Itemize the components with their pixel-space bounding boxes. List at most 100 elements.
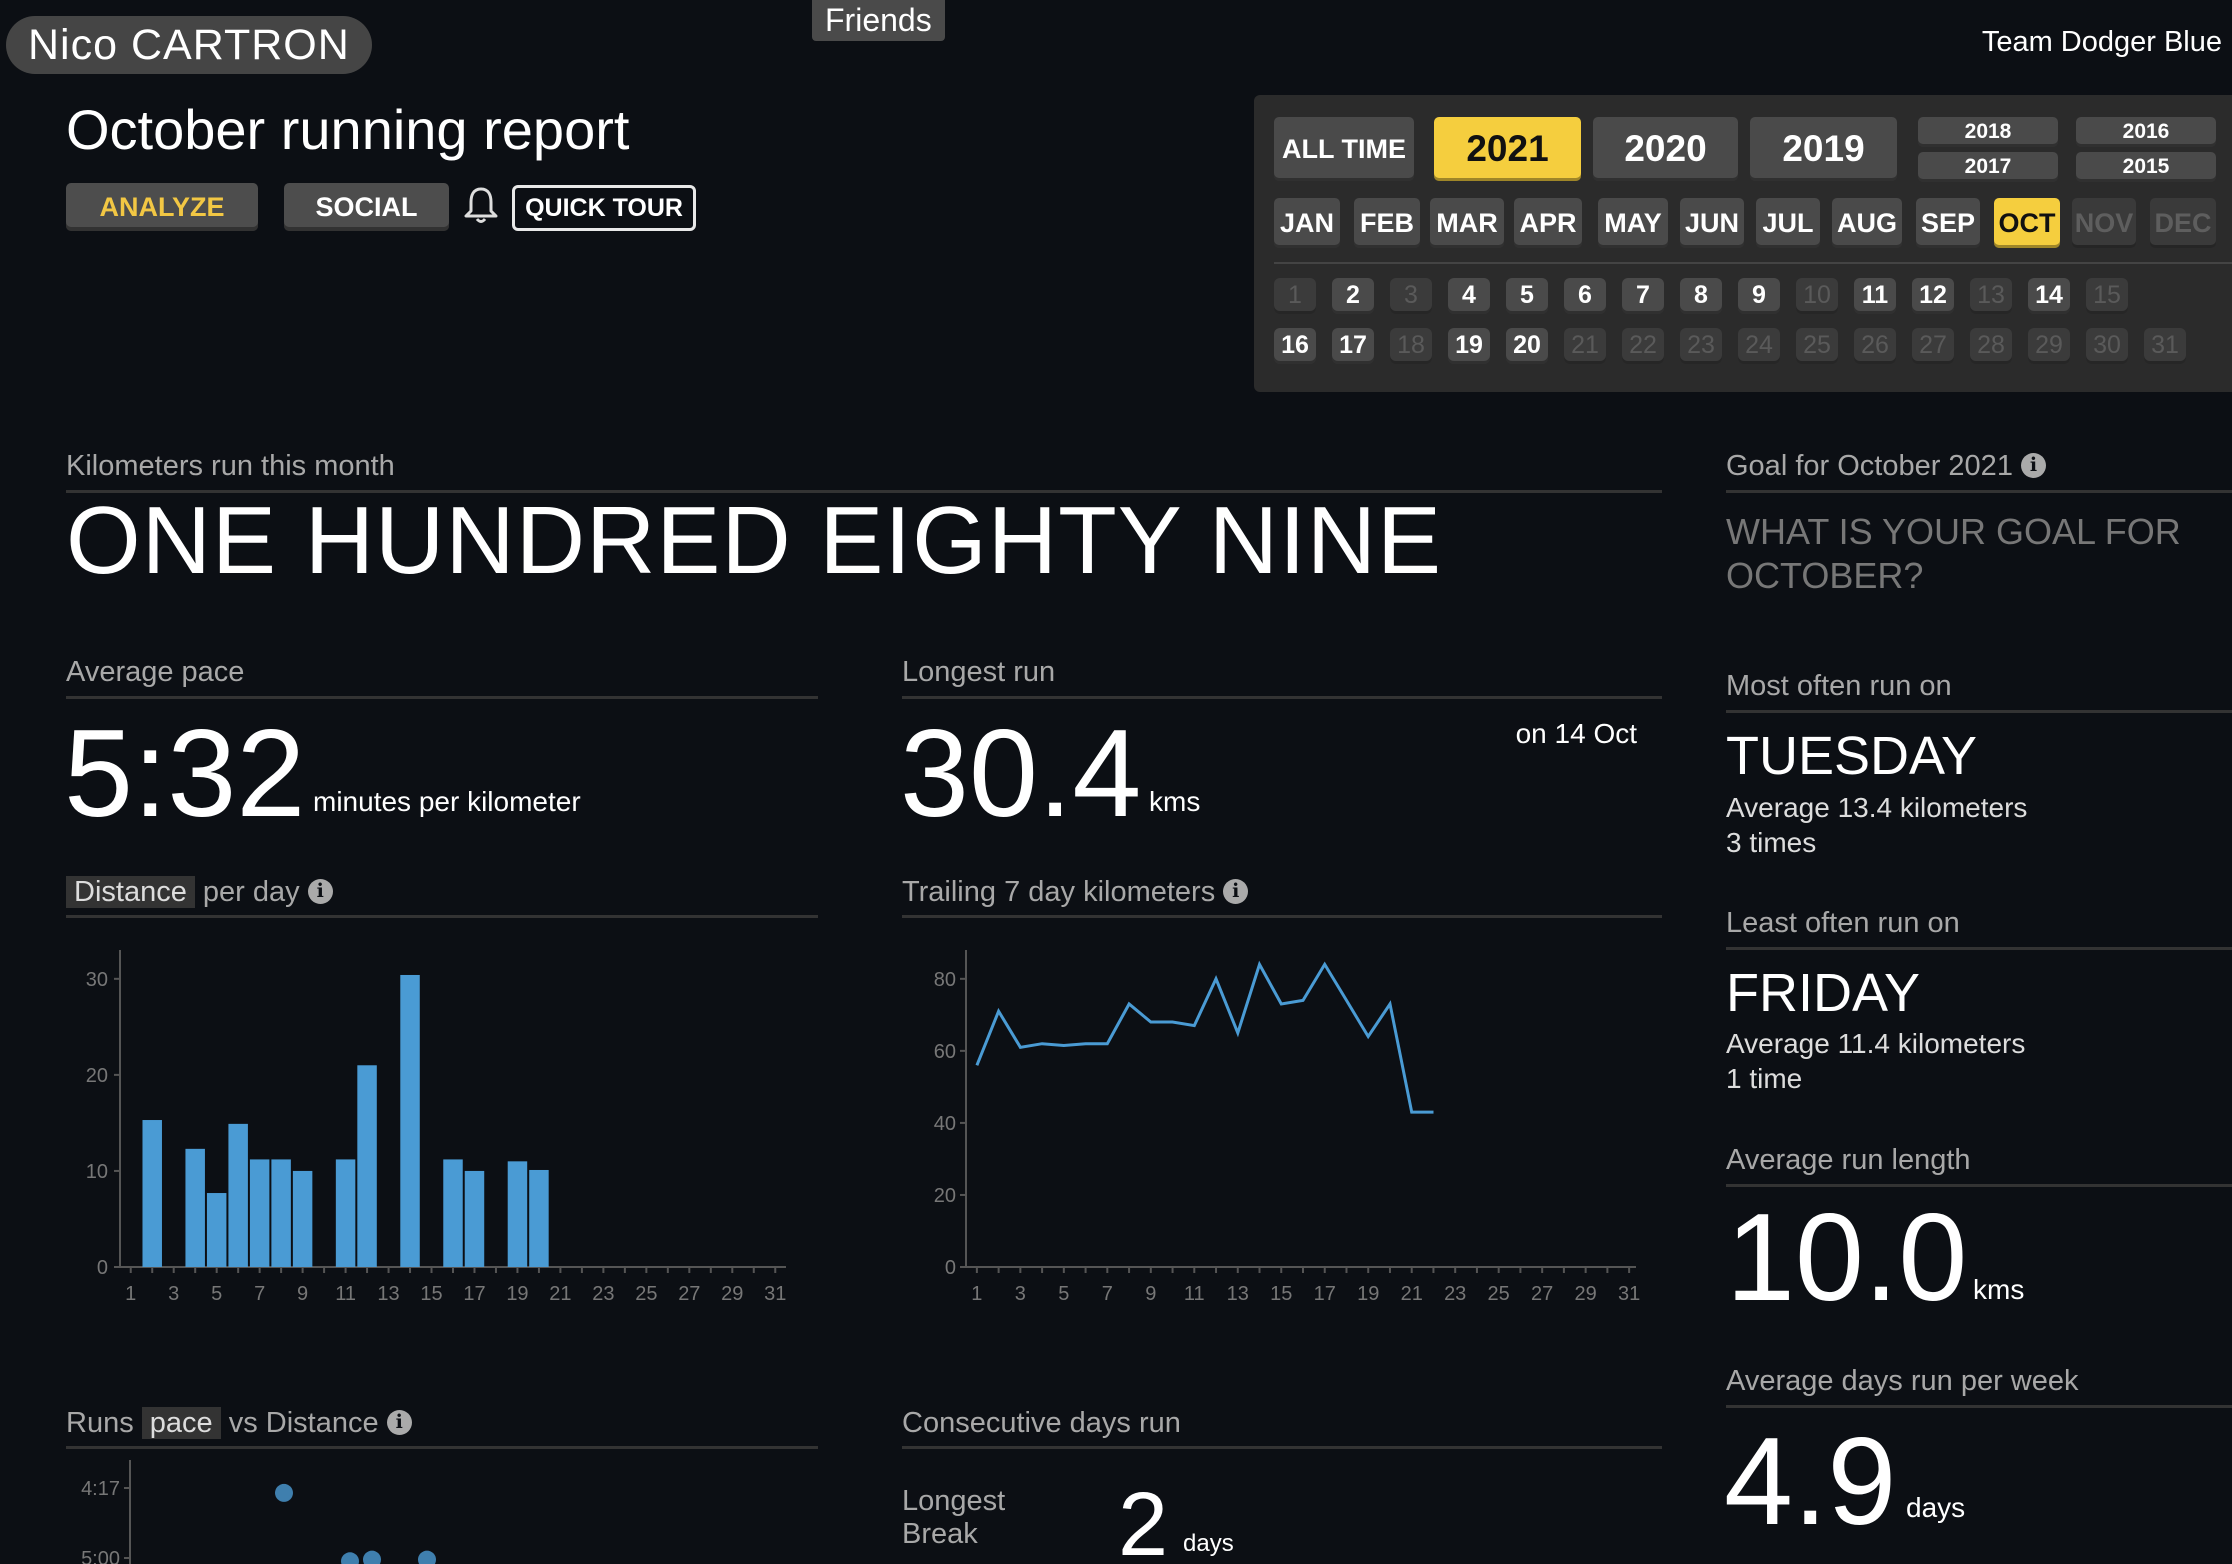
bar-day-8 (271, 1159, 291, 1267)
day-button-18[interactable]: 18 (1390, 328, 1432, 364)
longest-run-rule (902, 696, 1662, 699)
year-button-2018[interactable]: 2018 (1918, 117, 2058, 147)
distance-info-icon[interactable]: i (307, 879, 333, 904)
y-tick-label: 40 (934, 1113, 956, 1135)
day-button-27[interactable]: 27 (1912, 328, 1954, 364)
bar-day-9 (292, 1170, 313, 1267)
distance-chart-label: Distance per day i (66, 876, 333, 909)
least-often-average: Average 11.4 kilometers (1726, 1028, 2026, 1059)
day-button-28[interactable]: 28 (1970, 328, 2012, 364)
month-button-nov[interactable]: NOV (2072, 198, 2136, 248)
user-name-pill[interactable]: Nico CARTRON (6, 16, 372, 74)
year-button-2015[interactable]: 2015 (2076, 152, 2216, 182)
kilometers-rule (66, 490, 1662, 493)
day-button-4[interactable]: 4 (1448, 278, 1490, 314)
day-button-12[interactable]: 12 (1912, 278, 1954, 314)
pace-chart-suffix: vs Distance (228, 1407, 379, 1439)
day-button-30[interactable]: 30 (2086, 328, 2128, 364)
day-button-13[interactable]: 13 (1970, 278, 2012, 314)
longest-run-value: 30.4 (900, 705, 1142, 843)
y-tick-label: 4:17 (81, 1478, 120, 1500)
most-often-label: Most often run on (1726, 670, 1952, 702)
bell-icon[interactable] (462, 185, 500, 225)
month-button-jul[interactable]: JUL (1756, 198, 1820, 248)
year-button-2016[interactable]: 2016 (2076, 117, 2216, 147)
goal-label-text: Goal for October 2021 (1726, 450, 2013, 482)
x-tick-label: 9 (297, 1283, 308, 1305)
x-tick-label: 29 (1575, 1283, 1597, 1305)
month-button-apr[interactable]: APR (1514, 198, 1582, 248)
distance-metric-toggle[interactable]: Distance (66, 876, 195, 908)
year-button-2021[interactable]: 2021 (1434, 117, 1581, 181)
day-button-25[interactable]: 25 (1796, 328, 1838, 364)
bar-day-4 (185, 1148, 205, 1267)
day-button-7[interactable]: 7 (1622, 278, 1664, 314)
day-button-3[interactable]: 3 (1390, 278, 1432, 314)
x-tick-label: 21 (1401, 1283, 1423, 1305)
day-button-17[interactable]: 17 (1332, 328, 1374, 364)
most-often-rule (1726, 710, 2232, 713)
day-button-21[interactable]: 21 (1564, 328, 1606, 364)
longest-break-value: 2 (1118, 1475, 1169, 1564)
quick-tour-button[interactable]: QUICK TOUR (512, 185, 696, 231)
year-button-2017[interactable]: 2017 (1918, 152, 2058, 182)
day-button-1[interactable]: 1 (1274, 278, 1316, 314)
day-button-8[interactable]: 8 (1680, 278, 1722, 314)
month-button-feb[interactable]: FEB (1354, 198, 1420, 248)
bar-day-16 (443, 1159, 463, 1267)
day-button-31[interactable]: 31 (2144, 328, 2186, 364)
trailing-info-icon[interactable]: i (1223, 879, 1249, 904)
avg-days-week-value: 4.9 (1724, 1413, 1897, 1551)
month-button-jan[interactable]: JAN (1274, 198, 1340, 248)
month-button-sep[interactable]: SEP (1916, 198, 1980, 248)
x-tick-label: 1 (971, 1283, 982, 1305)
average-pace-unit: minutes per kilometer (313, 786, 581, 817)
day-button-24[interactable]: 24 (1738, 328, 1780, 364)
most-often-average: Average 13.4 kilometers (1726, 792, 2028, 823)
least-often-day: FRIDAY (1726, 963, 1921, 1023)
team-label[interactable]: Team Dodger Blue (1981, 26, 2222, 58)
day-button-15[interactable]: 15 (2086, 278, 2128, 314)
goal-prompt[interactable]: WHAT IS YOUR GOAL FOR OCTOBER? (1726, 511, 2181, 596)
day-button-2[interactable]: 2 (1332, 278, 1374, 314)
day-button-14[interactable]: 14 (2028, 278, 2070, 314)
day-button-6[interactable]: 6 (1564, 278, 1606, 314)
date-picker: ALL TIME 2021 2020 2019 2018 2017 2016 2015 JAN… (1254, 95, 2232, 392)
day-button-23[interactable]: 23 (1680, 328, 1722, 364)
day-button-10[interactable]: 10 (1796, 278, 1838, 314)
day-button-26[interactable]: 26 (1854, 328, 1896, 364)
day-button-11[interactable]: 11 (1854, 278, 1896, 314)
month-button-aug[interactable]: AUG (1832, 198, 1902, 248)
goal-info-icon[interactable]: i (2021, 453, 2047, 478)
x-tick-label: 11 (1184, 1283, 1205, 1305)
month-button-oct[interactable]: OCT (1994, 198, 2060, 248)
run-point-3 (363, 1550, 381, 1564)
day-button-22[interactable]: 22 (1622, 328, 1664, 364)
month-button-jun[interactable]: JUN (1680, 198, 1744, 248)
day-button-20[interactable]: 20 (1506, 328, 1548, 364)
bar-day-11 (335, 1159, 356, 1267)
day-button-29[interactable]: 29 (2028, 328, 2070, 364)
social-button[interactable]: SOCIAL (284, 183, 449, 231)
x-tick-label: 3 (168, 1283, 179, 1305)
day-button-16[interactable]: 16 (1274, 328, 1316, 364)
pace-metric-toggle[interactable]: pace (141, 1407, 221, 1439)
year-button-2020[interactable]: 2020 (1593, 117, 1738, 181)
year-button-2019[interactable]: 2019 (1750, 117, 1897, 181)
day-button-9[interactable]: 9 (1738, 278, 1780, 314)
least-often-label: Least often run on (1726, 907, 1960, 939)
trailing-chart-text: Trailing 7 day kilometers (902, 876, 1216, 908)
day-button-5[interactable]: 5 (1506, 278, 1548, 314)
day-button-19[interactable]: 19 (1448, 328, 1490, 364)
x-tick-label: 5 (1058, 1283, 1069, 1305)
pace-info-icon[interactable]: i (386, 1410, 412, 1435)
month-button-may[interactable]: MAY (1598, 198, 1668, 248)
longest-break-label: Longest Break (902, 1485, 1006, 1550)
year-button-all-time[interactable]: ALL TIME (1274, 117, 1414, 181)
x-tick-label: 31 (764, 1283, 786, 1305)
analyze-button[interactable]: ANALYZE (66, 183, 258, 231)
month-button-dec[interactable]: DEC (2150, 198, 2216, 248)
friends-tab[interactable]: Friends (812, 0, 945, 41)
y-tick-label: 5:00 (81, 1548, 120, 1564)
month-button-mar[interactable]: MAR (1430, 198, 1504, 248)
